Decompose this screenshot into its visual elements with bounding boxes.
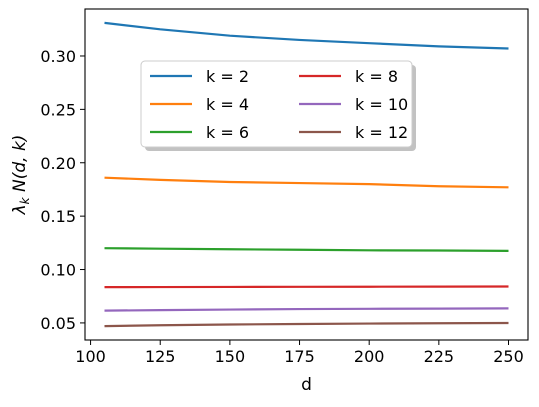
x-tick-label: 225 bbox=[424, 347, 455, 366]
x-tick-label: 150 bbox=[215, 347, 246, 366]
x-tick-label: 125 bbox=[145, 347, 176, 366]
plot-area bbox=[104, 21, 509, 328]
y-axis-label: λk N(d, k) bbox=[10, 135, 32, 216]
axes: 100 125 150 175 200 225 250 0.05 0.10 0.15 0.20 0.2… bbox=[10, 8, 529, 395]
legend-label-4: k = 8 bbox=[355, 67, 398, 86]
axes-frame bbox=[84, 8, 529, 341]
y-tick-label: 0.10 bbox=[40, 261, 76, 280]
legend-box bbox=[140, 60, 413, 148]
y-tick-label: 0.20 bbox=[40, 154, 76, 173]
x-tick-label: 200 bbox=[354, 347, 385, 366]
x-axis-label: d bbox=[301, 375, 312, 395]
legend-label-6: k = 12 bbox=[355, 123, 408, 142]
y-tick-label: 0.15 bbox=[40, 207, 76, 226]
series-line-1 bbox=[104, 21, 509, 50]
series-line-6 bbox=[104, 321, 509, 328]
legend-label-3: k = 6 bbox=[206, 123, 249, 142]
legend: k = 2 k = 4 k = 6 k = 8 k = 10 k = 12 bbox=[140, 60, 416, 151]
series-line-4 bbox=[104, 285, 509, 289]
legend-label-5: k = 10 bbox=[355, 95, 408, 114]
x-tick-label: 250 bbox=[493, 347, 524, 366]
y-tick-label: 0.25 bbox=[40, 100, 76, 119]
series-line-5 bbox=[104, 307, 509, 312]
y-tick-label: 0.05 bbox=[40, 314, 76, 333]
x-tick-label: 100 bbox=[75, 347, 106, 366]
y-tick-label: 0.30 bbox=[40, 47, 76, 66]
legend-label-2: k = 4 bbox=[206, 95, 249, 114]
x-tick-label: 175 bbox=[284, 347, 315, 366]
series-line-2 bbox=[104, 176, 509, 189]
legend-label-1: k = 2 bbox=[206, 67, 249, 86]
series-line-3 bbox=[104, 247, 509, 252]
